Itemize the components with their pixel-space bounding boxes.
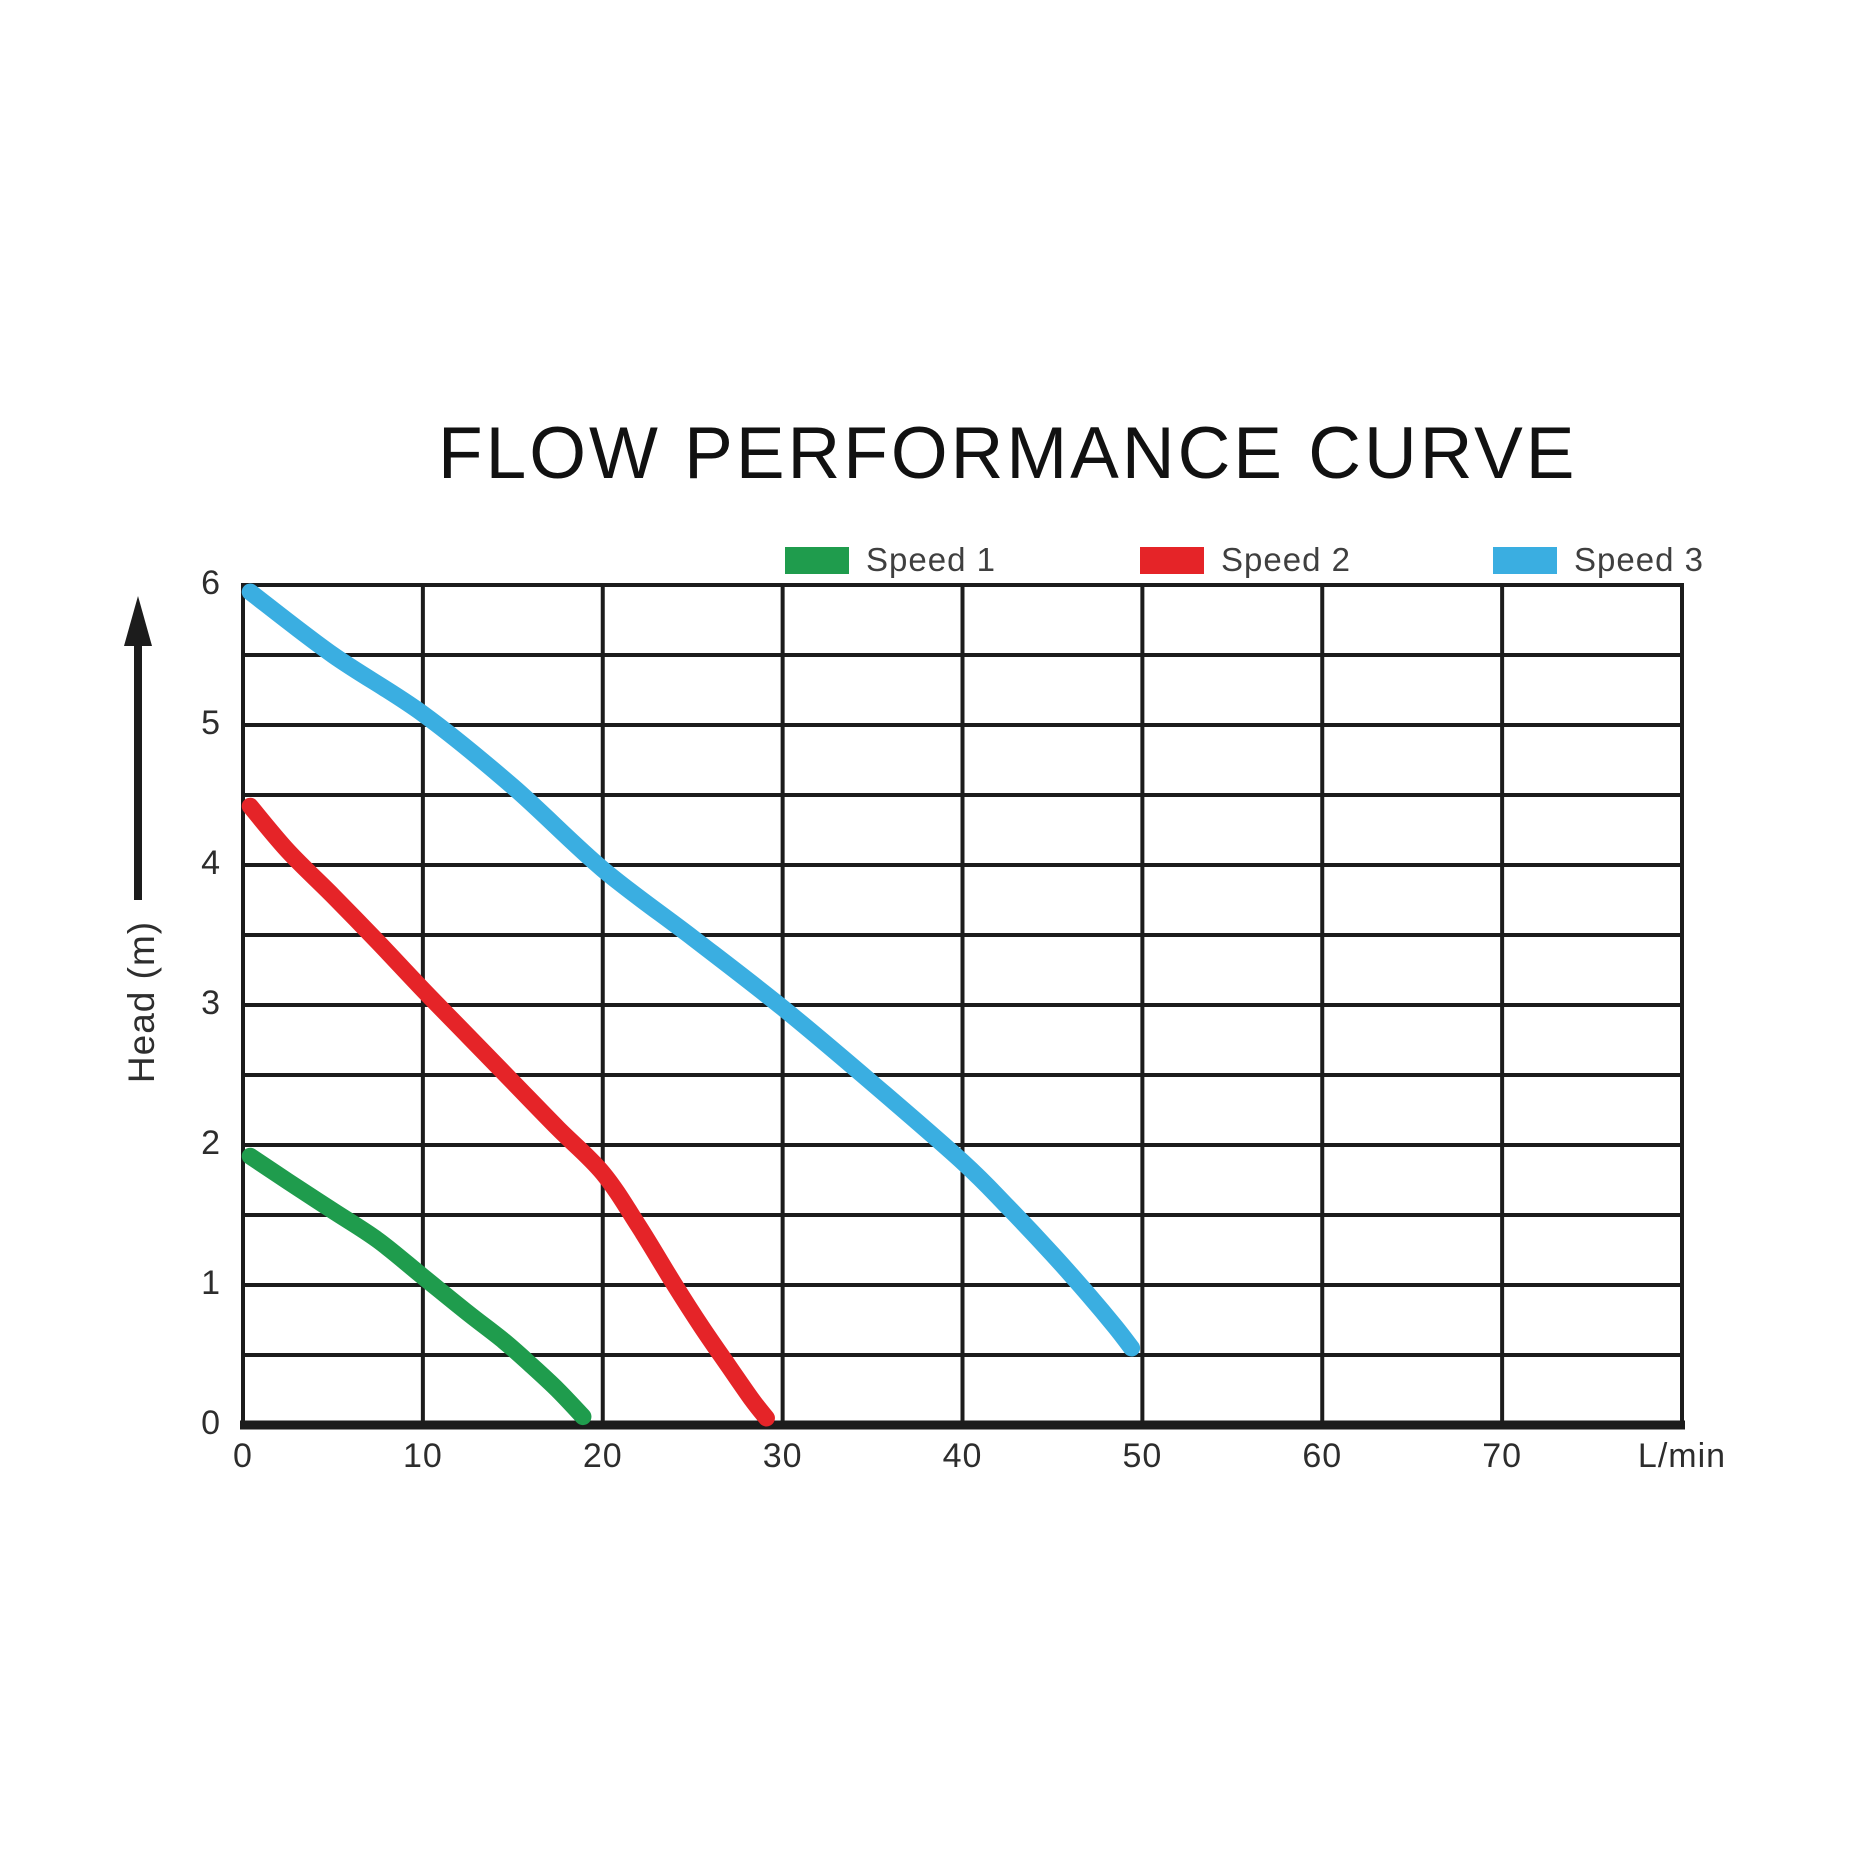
- legend-label-speed-3: Speed 3: [1574, 541, 1704, 578]
- x-tick-label-60: 60: [1302, 1437, 1343, 1475]
- legend-item-speed-1: Speed 1: [785, 541, 996, 578]
- legend-label-speed-2: Speed 2: [1221, 541, 1351, 578]
- y-tick-label-2: 2: [201, 1124, 220, 1162]
- legend-swatch-speed-3: [1493, 546, 1557, 574]
- x-tick-label-10: 10: [402, 1437, 443, 1475]
- legend-swatch-speed-1: [785, 546, 849, 574]
- curve-speed-3: [241, 583, 1141, 1357]
- legend-item-speed-2: Speed 2: [1140, 541, 1351, 578]
- legend-swatch-speed-2: [1140, 546, 1204, 574]
- x-tick-label-40: 40: [942, 1437, 983, 1475]
- x-tick-label-20: 20: [582, 1437, 623, 1475]
- y-tick-label-6: 6: [201, 564, 220, 602]
- curve-speed-2: [241, 797, 775, 1427]
- curve-speed-1: [241, 1147, 592, 1426]
- x-tick-label-30: 30: [762, 1437, 803, 1475]
- y-tick-label-1: 1: [201, 1264, 220, 1302]
- y-tick-label-4: 4: [201, 844, 220, 882]
- y-axis-label: Head (m): [121, 920, 162, 1084]
- y-tick-label-5: 5: [201, 704, 220, 742]
- x-axis-unit-label: L/min: [1637, 1437, 1727, 1475]
- y-tick-label-3: 3: [201, 984, 220, 1022]
- x-tick-label-0: 0: [233, 1437, 253, 1475]
- legend-item-speed-3: Speed 3: [1493, 541, 1704, 578]
- x-tick-label-50: 50: [1122, 1437, 1163, 1475]
- chart-title: FLOW PERFORMANCE CURVE: [438, 413, 1578, 494]
- legend-label-speed-1: Speed 1: [866, 541, 996, 578]
- y-tick-label-0: 0: [201, 1404, 220, 1442]
- y-axis-arrow-head-icon: [124, 596, 152, 646]
- x-tick-label-70: 70: [1482, 1437, 1523, 1475]
- y-axis-arrow-shaft: [134, 638, 142, 900]
